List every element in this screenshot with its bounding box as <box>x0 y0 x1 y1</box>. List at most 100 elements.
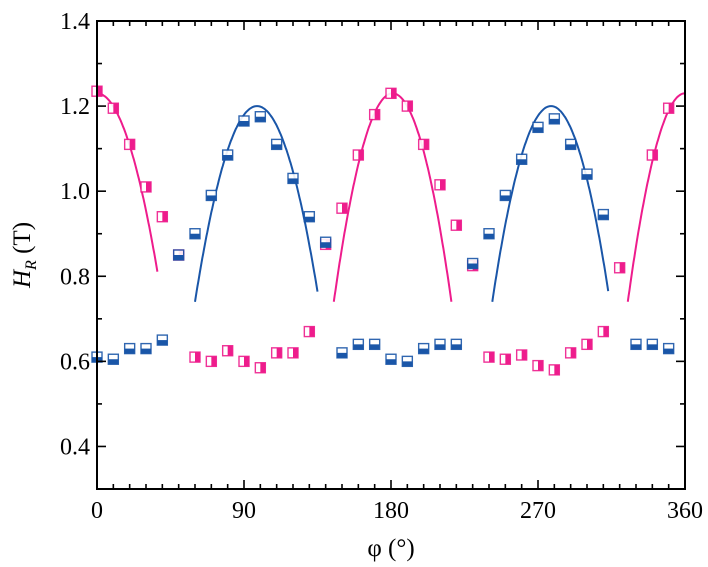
pink-data-point <box>597 325 610 338</box>
pink-data-point <box>287 347 299 359</box>
pink-data-point <box>548 364 561 376</box>
marker-fill <box>244 356 249 367</box>
marker-fill <box>663 348 674 354</box>
marker-fill <box>619 262 625 273</box>
marker-fill <box>227 345 233 356</box>
marker-fill <box>97 86 102 97</box>
pink-data-point <box>646 149 659 161</box>
pink-data-point <box>107 102 120 114</box>
blue-data-point <box>287 172 299 185</box>
marker-fill <box>260 362 266 373</box>
blue-data-point <box>466 257 479 270</box>
marker-fill <box>211 356 217 367</box>
blue-data-point <box>254 111 267 123</box>
blue-data-point <box>483 228 495 240</box>
marker-fill <box>124 348 135 354</box>
marker-fill <box>309 326 315 337</box>
marker-fill <box>489 352 494 363</box>
pink-data-point <box>450 219 463 231</box>
blue-data-point <box>238 115 250 127</box>
marker-fill <box>391 88 396 99</box>
blue-data-point <box>205 189 218 202</box>
blue-data-point <box>499 189 512 202</box>
blue-data-point <box>172 249 185 261</box>
pink-data-point <box>270 347 283 359</box>
blue-data-point <box>564 138 577 151</box>
pink-data-point <box>189 351 201 363</box>
pink-data-point <box>254 362 267 374</box>
blue-data-point <box>352 338 365 351</box>
marker-fill <box>337 352 347 358</box>
pink-data-point <box>238 355 250 368</box>
marker-fill <box>288 178 298 184</box>
marker-fill <box>293 347 298 358</box>
marker-fill <box>374 109 380 120</box>
pink-data-point <box>581 338 593 351</box>
x-tick-label: 0 <box>91 498 103 524</box>
marker-fill <box>668 103 674 114</box>
blue-data-point <box>597 208 610 221</box>
pink-data-point <box>303 325 316 338</box>
y-tick-label: 1.2 <box>60 94 90 120</box>
axis-ticks <box>96 20 686 490</box>
pink-data-point <box>123 138 136 151</box>
marker-fill <box>369 344 380 350</box>
marker-fill <box>320 242 331 248</box>
pink-data-point <box>662 102 675 114</box>
y-tick-label: 1.4 <box>60 9 90 35</box>
pink-data-point <box>417 138 430 151</box>
marker-fill <box>549 118 560 124</box>
marker-fill <box>603 326 609 337</box>
marker-fill <box>423 139 429 150</box>
blue-data-point <box>189 228 201 240</box>
fit-curves <box>96 92 686 302</box>
pink-fit-curve <box>626 92 686 302</box>
marker-fill <box>598 214 609 220</box>
blue-fit-curve <box>491 105 610 302</box>
x-tick-label: 360 <box>667 498 703 524</box>
marker-fill <box>456 220 462 231</box>
pink-data-point <box>483 351 495 363</box>
marker-fill <box>516 159 527 165</box>
blue-data-point <box>319 236 332 248</box>
blue-data-point <box>450 338 463 351</box>
marker-fill <box>173 255 184 260</box>
blue-data-point <box>140 342 152 355</box>
marker-fill <box>505 354 511 365</box>
pink-data-point <box>532 359 544 372</box>
marker-fill <box>402 361 413 367</box>
pink-data-point <box>140 181 152 193</box>
marker-fill <box>582 174 592 180</box>
marker-fill <box>467 263 478 269</box>
blue-data-point <box>662 342 675 355</box>
marker-fill <box>129 139 135 150</box>
y-tick-label: 0.8 <box>60 264 90 290</box>
marker-fill <box>500 195 511 201</box>
x-axis-label: φ (°) <box>367 535 414 562</box>
pink-data-point <box>352 149 365 161</box>
pink-data-point <box>156 211 169 223</box>
blue-data-point <box>368 338 381 351</box>
y-tick-label: 0.4 <box>60 434 90 460</box>
pink-fit-curve <box>332 92 453 302</box>
y-axis-label-main: H <box>9 268 36 289</box>
marker-fill <box>587 339 592 350</box>
marker-fill <box>239 120 249 126</box>
pink-data-point <box>205 355 218 368</box>
marker-fill <box>190 233 200 239</box>
blue-data-point <box>385 353 397 365</box>
marker-fill <box>538 360 543 371</box>
y-tick-label: 1.0 <box>60 179 90 205</box>
y-tick-labels: 0.4 0.6 0.8 1.0 1.2 1.4 <box>60 9 90 460</box>
blue-data-point <box>417 342 430 355</box>
blue-data-point <box>303 211 316 223</box>
blue-data-point <box>107 353 120 365</box>
y-axis-label-unit: (T) <box>9 222 36 260</box>
blue-data-point <box>646 338 659 351</box>
marker-fill <box>157 340 168 346</box>
marker-fill <box>353 344 364 350</box>
marker-fill <box>276 347 282 358</box>
blue-data-point <box>270 138 283 151</box>
marker-fill <box>108 359 119 365</box>
marker-fill <box>206 195 217 201</box>
